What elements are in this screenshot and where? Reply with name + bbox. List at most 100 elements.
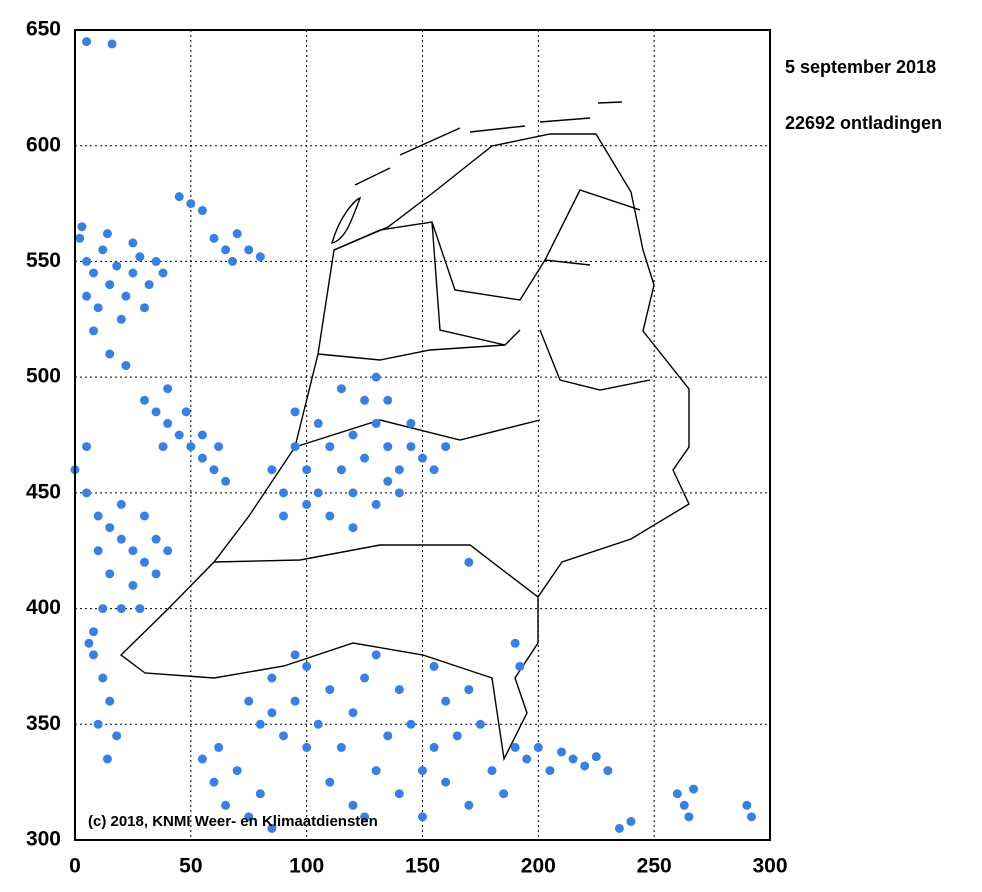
- discharge: [580, 761, 590, 771]
- discharge: [232, 229, 242, 239]
- discharge: [429, 465, 439, 475]
- y-tick-label: 300: [26, 828, 61, 851]
- discharge: [107, 39, 117, 49]
- x-tick-label: 0: [69, 855, 81, 878]
- discharge: [93, 719, 103, 729]
- discharge: [214, 442, 224, 452]
- discharge: [267, 465, 277, 475]
- discharge: [603, 766, 613, 776]
- discharge: [158, 268, 168, 278]
- discharge: [98, 245, 108, 255]
- x-tick-label: 250: [637, 855, 672, 878]
- discharge: [116, 314, 126, 324]
- discharge: [181, 407, 191, 417]
- discharge: [336, 384, 346, 394]
- discharge: [348, 523, 358, 533]
- discharge: [279, 488, 288, 498]
- discharge: [221, 476, 231, 486]
- discharge: [290, 696, 300, 706]
- discharge: [84, 638, 94, 648]
- discharge: [522, 754, 532, 764]
- discharge: [186, 199, 196, 209]
- discharge: [244, 245, 254, 255]
- discharge: [487, 766, 497, 776]
- discharge: [105, 349, 115, 359]
- discharge: [121, 361, 131, 371]
- discharge: [93, 303, 103, 313]
- discharge: [406, 719, 416, 729]
- discharge: [394, 789, 404, 799]
- discharge: [371, 418, 381, 428]
- discharge: [464, 800, 474, 810]
- x-tick-label: 150: [405, 855, 440, 878]
- discharge: [464, 557, 474, 567]
- discharge: [267, 708, 277, 718]
- discharge: [232, 766, 242, 776]
- discharge: [626, 816, 636, 826]
- discharge: [614, 823, 624, 833]
- discharge: [82, 256, 92, 266]
- discharge: [209, 465, 219, 475]
- discharge: [515, 661, 525, 671]
- discharge: [360, 812, 370, 822]
- discharge: [325, 511, 335, 521]
- discharge: [441, 696, 451, 706]
- x-tick-label: 50: [179, 855, 202, 878]
- discharge: [313, 719, 323, 729]
- discharge: [406, 442, 416, 452]
- discharge: [441, 442, 451, 452]
- discharge: [302, 465, 312, 475]
- discharge: [394, 488, 404, 498]
- y-tick-label: 400: [26, 596, 61, 619]
- discharge: [105, 696, 115, 706]
- discharge: [93, 511, 103, 521]
- discharge: [742, 800, 752, 810]
- x-tick-label: 200: [521, 855, 556, 878]
- discharge: [394, 685, 404, 695]
- discharge: [336, 742, 346, 752]
- discharge: [82, 488, 92, 498]
- discharge: [290, 407, 300, 417]
- discharge: [348, 430, 358, 440]
- discharge: [383, 476, 393, 486]
- discharge: [545, 766, 555, 776]
- chart-title: 5 september 2018: [785, 57, 936, 77]
- discharge: [121, 291, 131, 301]
- discharge: [279, 511, 288, 521]
- discharge: [144, 280, 154, 290]
- discharge: [221, 245, 231, 255]
- discharge: [371, 499, 381, 509]
- discharge: [93, 546, 103, 556]
- discharge: [82, 291, 92, 301]
- discharge: [82, 37, 92, 47]
- discharge: [348, 800, 358, 810]
- discharge: [135, 252, 145, 262]
- discharge: [102, 754, 112, 764]
- discharge: [418, 453, 427, 463]
- discharge: [140, 557, 149, 567]
- discharge: [89, 627, 99, 637]
- discharge: [672, 789, 682, 799]
- chart-subtitle: 22692 ontladingen: [785, 113, 942, 133]
- discharge: [116, 499, 126, 509]
- discharge: [214, 742, 224, 752]
- discharge: [140, 511, 149, 521]
- discharge: [128, 580, 138, 590]
- discharge: [348, 708, 358, 718]
- discharge: [163, 418, 173, 428]
- discharge: [197, 206, 207, 216]
- discharge: [163, 546, 173, 556]
- y-tick-label: 650: [26, 18, 61, 41]
- discharge: [684, 812, 694, 822]
- discharge: [418, 812, 427, 822]
- discharge: [82, 442, 92, 452]
- copyright: (c) 2018, KNMI Weer- en Klimaatdiensten: [88, 813, 378, 830]
- discharge: [302, 742, 312, 752]
- discharge: [360, 453, 370, 463]
- discharge: [557, 747, 566, 757]
- discharge: [174, 192, 184, 202]
- discharge: [105, 280, 115, 290]
- x-tick-label: 300: [752, 855, 787, 878]
- discharge: [163, 384, 173, 394]
